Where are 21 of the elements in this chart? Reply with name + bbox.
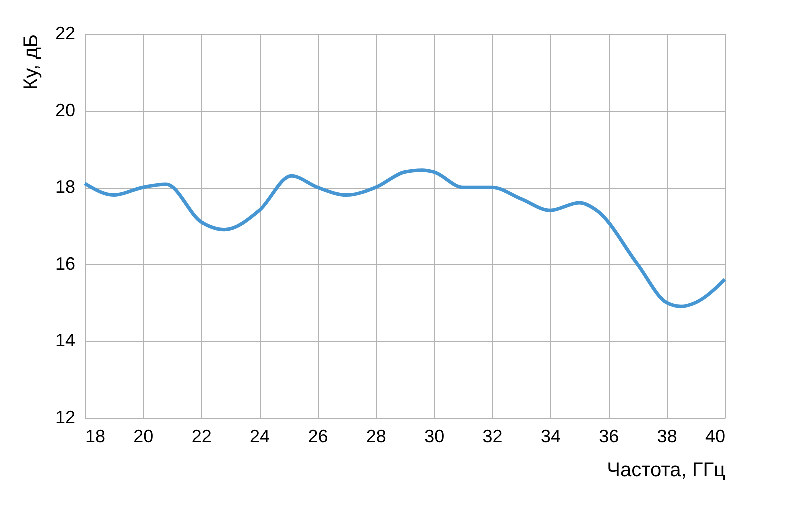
x-tick-label: 34 <box>540 426 561 446</box>
x-axis-title: Частота, ГГц <box>607 460 726 482</box>
x-tick-label: 22 <box>192 426 212 446</box>
y-tick-label: 14 <box>55 330 76 351</box>
x-tick-label: 26 <box>308 426 328 446</box>
x-tick-label: 20 <box>134 426 154 446</box>
y-tick-label: 20 <box>55 100 76 120</box>
y-tick-label: 16 <box>55 254 76 274</box>
y-tick-label: 12 <box>55 408 76 428</box>
x-tick-label: 30 <box>424 426 445 446</box>
line-series <box>83 168 727 308</box>
x-tick-label: 18 <box>86 426 106 446</box>
x-tick-label: 36 <box>599 426 620 446</box>
x-tick-label: 24 <box>250 426 270 446</box>
x-tick-label: 32 <box>482 426 503 446</box>
x-tick-label: 38 <box>657 426 678 446</box>
y-tick-label: 22 <box>55 24 76 44</box>
y-axis-title: Ку, дБ <box>20 34 42 90</box>
x-tick-label: 40 <box>705 426 726 446</box>
y-tick-label: 18 <box>55 177 76 198</box>
x-tick-label: 28 <box>366 426 386 446</box>
